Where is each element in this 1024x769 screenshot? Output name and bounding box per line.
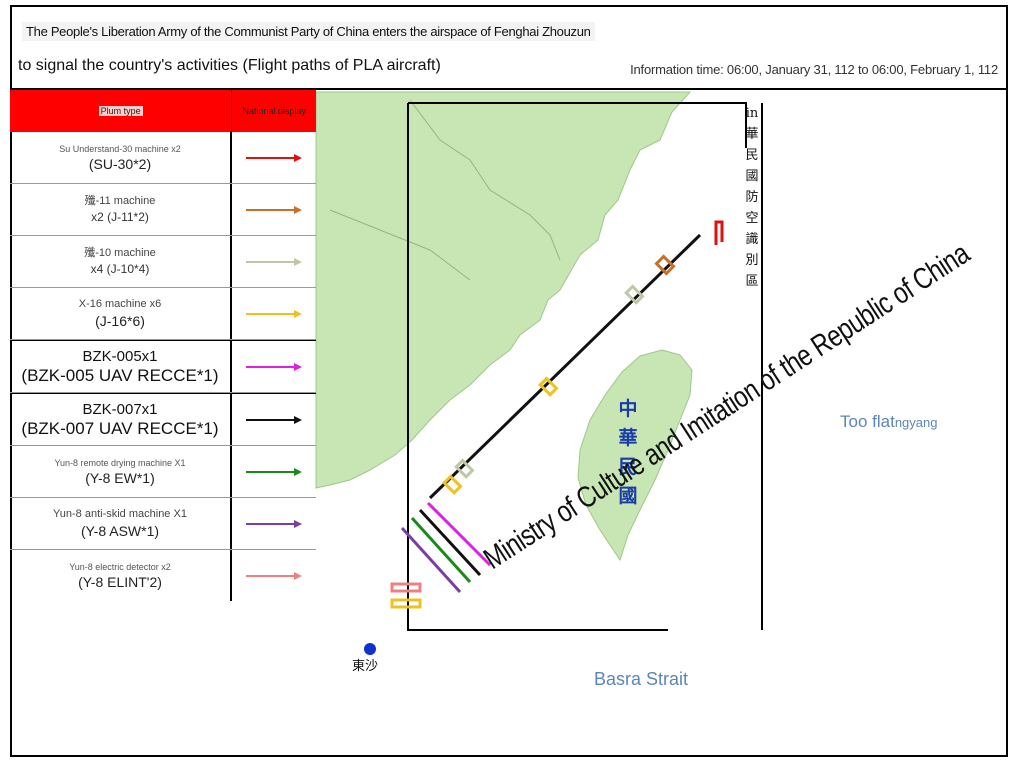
taiwan-char: 國: [618, 485, 638, 507]
adiz-char: 華: [745, 127, 759, 142]
too-flat-text: Too flat: [840, 412, 895, 431]
taiwan-char: 中: [618, 398, 638, 420]
basra-strait-label: Basra Strait: [594, 669, 689, 689]
dongsha-dot: [364, 643, 376, 655]
arrow-icon: [246, 519, 302, 528]
legend-row: 殲-11 machine x2 (J-11*2): [10, 184, 316, 236]
legend-item-line1: BZK-007x1: [82, 401, 158, 418]
legend-item-line2: x2 (J-11*2): [91, 210, 149, 224]
arrow-icon: [246, 571, 302, 580]
legend-item-line2: (Y-8 ELINT'2): [78, 573, 162, 590]
legend-row: X-16 machine x6 (J-16*6): [10, 288, 316, 340]
route-bzk007: [418, 508, 482, 577]
arrow-icon: [246, 309, 302, 318]
route-bzk005: [426, 501, 492, 567]
legend-item-line1: BZK-005x1: [82, 348, 158, 365]
j10-marker-2: [454, 458, 475, 479]
legend-item-line1: Su Understand-30 machine x2: [59, 143, 181, 154]
j10-marker: [624, 284, 645, 305]
province-border-2: [329, 209, 471, 281]
map-frame: [10, 5, 1008, 757]
su30-marker: [714, 220, 724, 245]
legend-item-line1: Yun-8 remote drying machine X1: [54, 457, 186, 468]
j16-marker-2: [442, 474, 463, 495]
elint-marker-2: [390, 598, 422, 609]
adiz-char: in: [745, 106, 759, 121]
adiz-vertical-label: in 華 民 國 防 空 識 別 區: [742, 103, 762, 292]
legend-item-line2: (BZK-005 UAV RECCE*1): [21, 366, 219, 385]
adiz-boundary: [407, 102, 763, 631]
adiz-char: 民: [745, 148, 759, 163]
aircraft-markers: [442, 220, 724, 495]
dongsha-label: 東沙: [352, 659, 379, 674]
province-border: [409, 99, 561, 261]
adiz-char: 區: [745, 274, 759, 289]
legend-row: BZK-005x1 (BZK-005 UAV RECCE*1): [10, 340, 316, 393]
adiz-char: 防: [745, 190, 759, 205]
adiz-char: 空: [745, 211, 759, 226]
legend-item-line2: (Y-8 EW*1): [85, 469, 155, 486]
legend-item-line1: Yun-8 anti-skid machine X1: [53, 508, 187, 520]
legend-item-line1: 殲-11 machine: [84, 195, 156, 207]
legend-item-line2: x4 (J-10*4): [90, 262, 150, 276]
legend-item-line1: Yun-8 electric detector x2: [69, 561, 171, 572]
arrow-icon: [246, 205, 302, 214]
route-y8asw: [400, 526, 462, 594]
legend-row: Yun-8 electric detector x2 (Y-8 ELINT'2): [10, 550, 316, 601]
legend-table: Plum type National display Su Understand…: [10, 90, 316, 601]
legend-header: Plum type National display: [10, 90, 316, 132]
legend-item-line2: (BZK-007 UAV RECCE*1): [21, 419, 219, 438]
too-flat-label: Too flatngyang: [840, 412, 937, 432]
legend-item-line2: (Y-8 ASW*1): [80, 523, 160, 539]
j16-marker: [538, 376, 559, 397]
flight-path-line: [428, 233, 702, 500]
title-line-2: to signal the country's activities (Flig…: [18, 57, 441, 74]
arrow-icon: [246, 153, 302, 162]
legend-row: Yun-8 remote drying machine X1 (Y-8 EW*1): [10, 446, 316, 498]
elint-marker: [390, 582, 422, 593]
taiwan-char: 華: [618, 427, 638, 449]
taiwan-char: 民: [618, 456, 638, 478]
legend-item-line1: X-16 machine x6: [78, 298, 162, 310]
legend-row: BZK-007x1 (BZK-007 UAV RECCE*1): [10, 393, 316, 446]
taiwan-island: [577, 349, 693, 562]
route-y8ew: [410, 516, 472, 584]
legend-item-line2: (J-16*6): [95, 313, 145, 329]
legend-col-display: National display: [242, 106, 306, 116]
too-flat-small-text: ngyang: [894, 415, 938, 430]
arrow-icon: [246, 362, 302, 371]
adiz-char: 識: [745, 232, 759, 247]
legend-row: 殲-10 machine x4 (J-10*4): [10, 236, 316, 288]
header-divider: [10, 88, 1008, 90]
title-line-1: The People's Liberation Army of the Comm…: [22, 22, 595, 41]
information-time: Information time: 06:00, January 31, 112…: [630, 62, 998, 77]
j11-marker: [654, 254, 676, 276]
legend-col-type: Plum type: [98, 106, 143, 116]
legend-item-line2: (SU-30*2): [88, 155, 152, 172]
mainland-land: [315, 91, 692, 489]
legend-item-line1: 殲-10 machine: [84, 247, 156, 259]
legend-row: Su Understand-30 machine x2 (SU-30*2): [10, 132, 316, 184]
arrow-icon: [246, 415, 302, 424]
adiz-char: 國: [745, 169, 759, 184]
adiz-char: 別: [745, 253, 759, 268]
arrow-icon: [246, 467, 302, 476]
taiwan-label: 中 華 民 國: [618, 395, 638, 511]
arrow-icon: [246, 257, 302, 266]
legend-row: Yun-8 anti-skid machine X1 (Y-8 ASW*1): [10, 498, 316, 550]
